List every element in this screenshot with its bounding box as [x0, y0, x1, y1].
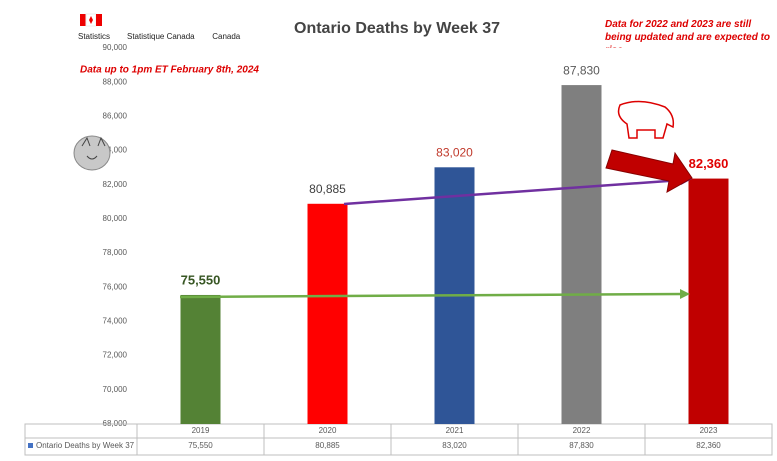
x-tick-label: 2021	[446, 426, 464, 435]
y-tick-label: 88,000	[103, 77, 128, 86]
wolf-icon	[74, 136, 110, 170]
table-value: 87,830	[569, 441, 594, 450]
table-value: 83,020	[442, 441, 467, 450]
table-value: 82,360	[696, 441, 721, 450]
x-tick-label: 2020	[319, 426, 337, 435]
flag-bar	[96, 14, 102, 26]
bar	[308, 204, 348, 424]
flag-bar	[80, 14, 86, 26]
x-tick-label: 2022	[573, 426, 591, 435]
x-tick-label: 2023	[700, 426, 718, 435]
data-label: 82,360	[689, 156, 729, 171]
data-label: 87,830	[563, 63, 600, 77]
subtitle: Data up to 1pm ET February 8th, 2024	[80, 65, 259, 76]
data-label: 83,020	[436, 145, 473, 159]
table-value: 75,550	[188, 441, 213, 450]
bar	[689, 179, 729, 424]
note: Data for 2022 and 2023 are still being u…	[605, 18, 775, 48]
bar	[181, 295, 221, 424]
y-tick-label: 76,000	[103, 282, 128, 291]
y-tick-label: 82,000	[103, 180, 128, 189]
data-label: 80,885	[309, 182, 346, 196]
y-tick-label: 78,000	[103, 248, 128, 257]
bar	[562, 85, 602, 424]
logo	[80, 14, 102, 26]
y-tick-label: 74,000	[103, 317, 128, 326]
y-tick-label: 80,000	[103, 214, 128, 223]
y-tick-label: 72,000	[103, 351, 128, 360]
chart-title: Ontario Deaths by Week 37	[294, 20, 500, 37]
note-box: Data for 2022 and 2023 are still being u…	[605, 18, 775, 48]
y-tick-label: 86,000	[103, 111, 128, 120]
logo-fr: Statistique Canada	[127, 32, 195, 41]
data-label: 75,550	[181, 272, 221, 287]
legend-key	[28, 443, 33, 448]
x-tick-label: 2019	[192, 426, 210, 435]
y-tick-label: 90,000	[103, 43, 128, 52]
legend-label: Ontario Deaths by Week 37	[36, 441, 135, 450]
table-value: 80,885	[315, 441, 340, 450]
y-tick-label: 70,000	[103, 385, 128, 394]
chart: Statistics Canada Statistique Canada Ont…	[0, 0, 777, 461]
